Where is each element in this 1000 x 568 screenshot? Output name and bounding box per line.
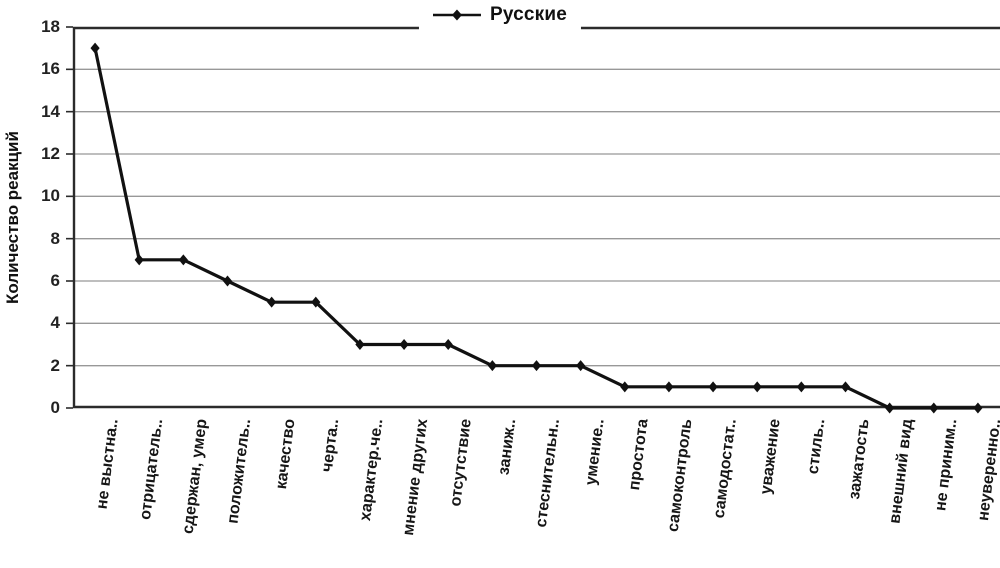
plot-area xyxy=(66,26,1000,414)
x-category-cell: характер.че.. xyxy=(338,412,386,568)
data-point-marker xyxy=(399,339,409,350)
data-point-marker xyxy=(134,254,144,266)
x-category-cell: зажатость xyxy=(823,412,873,568)
y-tick-label: 10 xyxy=(41,186,60,206)
data-point-marker xyxy=(973,402,983,414)
x-category-label: неуверенно.. xyxy=(975,418,1000,522)
y-tick-label: 16 xyxy=(41,59,60,79)
data-point-marker xyxy=(267,296,277,308)
x-category-cell: не выстна.. xyxy=(73,412,122,568)
data-point-marker xyxy=(752,381,762,393)
y-tick-label: 18 xyxy=(41,17,60,36)
data-point-marker xyxy=(664,381,674,393)
x-category-cell: качество xyxy=(250,412,298,568)
x-category-cell: положитель.. xyxy=(205,412,255,568)
x-category-cell: уважение xyxy=(735,412,784,568)
x-category-cell: простота xyxy=(603,412,652,568)
x-category-cell: стиль.. xyxy=(779,412,829,568)
data-point-marker xyxy=(708,381,718,393)
data-point-marker xyxy=(178,254,188,266)
data-point-marker xyxy=(840,381,851,393)
x-category-cell: самоконтроль xyxy=(647,412,696,568)
data-series-line xyxy=(93,46,980,410)
y-tick-label: 6 xyxy=(50,271,60,290)
y-axis-title: Количество реакций xyxy=(3,131,22,304)
data-point-marker xyxy=(929,402,939,414)
y-tick-label: 0 xyxy=(50,398,60,417)
data-point-marker xyxy=(222,275,233,287)
data-point-marker xyxy=(487,360,497,372)
x-category-cell: внешний вид xyxy=(868,412,917,568)
legend-line-marker-icon xyxy=(432,9,481,21)
data-point-marker xyxy=(443,339,453,350)
x-axis-category-labels: не выстна.. отрицатель.. сдержан, умер поло… xyxy=(73,412,1000,568)
y-tick-label: 8 xyxy=(50,228,60,248)
x-category-cell: заниж.. xyxy=(470,412,519,568)
x-category-cell: самодостат.. xyxy=(691,412,740,568)
data-point-marker xyxy=(355,339,365,350)
data-point-marker xyxy=(885,402,895,414)
y-tick-label: 4 xyxy=(50,313,60,333)
x-category-cell: черта.. xyxy=(294,412,342,568)
data-point-marker xyxy=(796,381,806,393)
x-category-cell: умение.. xyxy=(559,412,607,568)
x-category-cell: не приним.. xyxy=(912,412,960,568)
y-tick-label: 12 xyxy=(41,144,60,163)
y-tick-label: 14 xyxy=(41,101,60,121)
legend-series-label: Русские xyxy=(489,4,568,25)
data-point-marker xyxy=(311,296,321,308)
x-category-cell: отсутствие xyxy=(426,412,475,568)
x-category-cell: сдержан, умер xyxy=(161,412,210,568)
y-tick-label: 2 xyxy=(50,355,60,375)
x-category-cell: неуверенно.. xyxy=(956,412,1000,568)
data-point-marker xyxy=(90,42,100,54)
x-category-cell: мнение других xyxy=(382,412,431,568)
x-category-cell: отрицатель.. xyxy=(117,412,166,568)
data-point-marker xyxy=(620,381,630,393)
data-point-marker xyxy=(531,360,542,372)
legend: Русские xyxy=(418,0,582,30)
x-category-cell: стеснительн.. xyxy=(514,412,563,568)
data-point-marker xyxy=(576,360,586,372)
